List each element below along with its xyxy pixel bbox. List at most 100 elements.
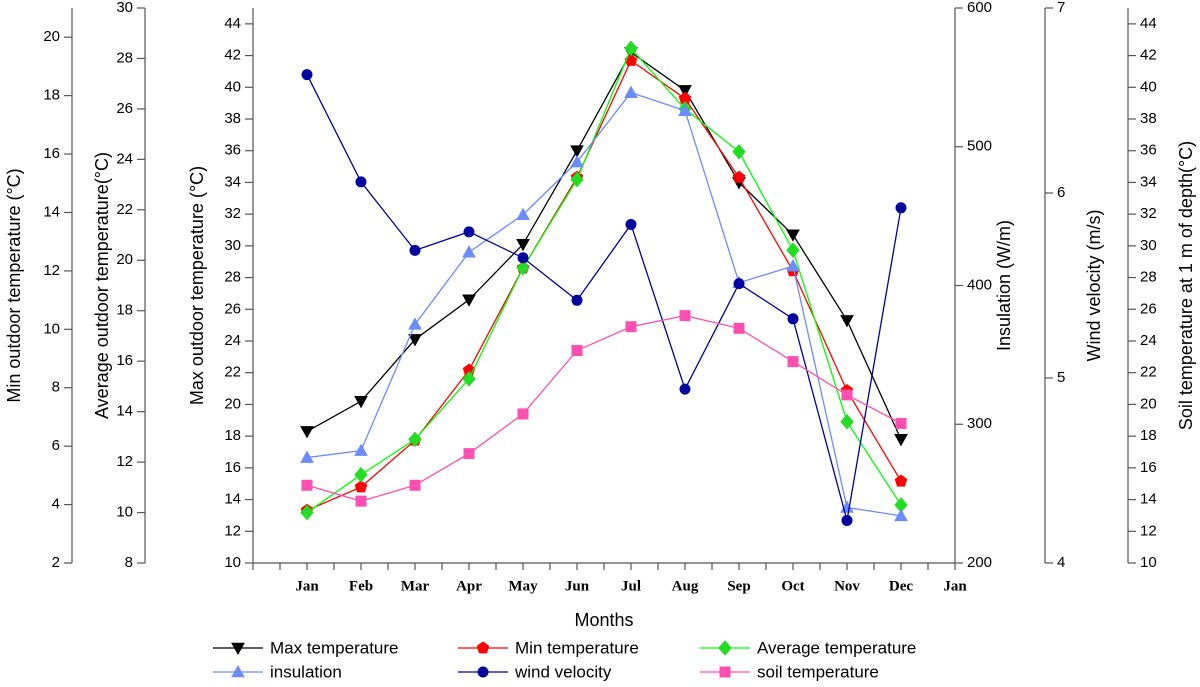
y-tick-label: 22 <box>116 201 133 218</box>
data-point <box>841 389 853 401</box>
data-point <box>624 40 638 57</box>
y-tick-label: 16 <box>43 145 60 162</box>
y-axis-label: Average outdoor temperature(°C) <box>92 152 112 419</box>
data-point <box>462 245 476 258</box>
x-tick-label: Dec <box>889 578 913 594</box>
y-tick-label: 20 <box>43 28 60 45</box>
y-tick-label: 5 <box>1057 369 1065 386</box>
data-point <box>679 383 691 395</box>
y-tick-label: 12 <box>116 453 133 470</box>
legend-marker <box>718 640 732 656</box>
y-tick-label: 16 <box>116 352 133 369</box>
y-axis-label: Min outdoor temperature (°C) <box>4 168 24 402</box>
y-tick-label: 6 <box>52 437 60 454</box>
data-point <box>570 171 584 188</box>
data-point <box>894 508 908 522</box>
data-point <box>570 145 584 158</box>
data-point <box>354 395 368 409</box>
data-point <box>301 69 313 81</box>
data-point <box>894 434 908 447</box>
x-tick-label: Nov <box>834 578 860 594</box>
data-point <box>679 310 691 322</box>
legend-marker <box>231 664 245 678</box>
series-line <box>306 74 902 521</box>
y-tick-label: 18 <box>43 87 60 104</box>
data-point <box>786 242 800 258</box>
y-tick-label: 30 <box>116 0 133 16</box>
y-tick-label: 42 <box>224 47 241 64</box>
data-point <box>516 207 530 221</box>
y-axis-label: Insulation (W/m) <box>994 220 1014 351</box>
data-point <box>786 259 800 272</box>
data-point <box>840 413 854 430</box>
y-tick-label: 36 <box>1140 142 1157 159</box>
data-point <box>624 85 638 98</box>
y-tick-label: 20 <box>1140 395 1157 412</box>
data-point <box>894 474 908 487</box>
y-tick-label: 32 <box>224 205 241 222</box>
y-tick-label: 12 <box>43 262 60 279</box>
x-tick-label: Apr <box>456 578 482 594</box>
y-tick-label: 22 <box>224 364 241 381</box>
y-tick-label: 500 <box>967 138 992 155</box>
y-tick-label: 14 <box>43 203 60 220</box>
data-point <box>625 218 637 230</box>
data-point <box>787 313 799 325</box>
legend-marker <box>477 666 489 678</box>
y-tick-label: 38 <box>1140 110 1157 127</box>
x-tick-label: Jun <box>565 578 590 594</box>
x-tick-label: Aug <box>672 578 699 594</box>
y-tick-label: 400 <box>967 276 992 293</box>
data-point <box>678 85 692 98</box>
series-line <box>306 47 902 514</box>
y-tick-label: 24 <box>116 150 133 167</box>
y-tick-label: 10 <box>116 504 133 521</box>
y-tick-label: 28 <box>1140 269 1157 286</box>
x-tick-label: Jan <box>943 578 967 594</box>
x-tick-label: Mar <box>401 578 430 594</box>
data-point <box>571 294 583 306</box>
y-tick-label: 22 <box>1140 364 1157 381</box>
y-tick-label: 300 <box>967 415 992 432</box>
data-point <box>462 371 476 387</box>
y-tick-label: 30 <box>1140 237 1157 254</box>
data-point <box>624 53 638 66</box>
y-tick-label: 10 <box>224 554 241 571</box>
legend-label: wind velocity <box>514 662 612 681</box>
y-tick-label: 38 <box>224 110 241 127</box>
data-point <box>678 103 692 116</box>
y-tick-label: 44 <box>1140 15 1157 32</box>
y-tick-label: 200 <box>967 554 992 571</box>
y-tick-label: 40 <box>1140 78 1157 95</box>
y-tick-label: 8 <box>52 379 60 396</box>
series-line <box>306 59 902 512</box>
series-line <box>306 91 902 517</box>
data-point <box>354 443 368 456</box>
data-point <box>300 450 314 463</box>
data-point <box>841 514 853 526</box>
legend-marker <box>476 641 490 654</box>
y-tick-label: 7 <box>1057 0 1065 16</box>
data-point <box>408 431 422 448</box>
data-point <box>462 294 476 307</box>
y-tick-label: 20 <box>116 251 133 268</box>
y-axis-label: Max outdoor temperature (°C) <box>187 166 207 405</box>
data-point <box>300 426 314 439</box>
y-tick-label: 16 <box>224 459 241 476</box>
data-point <box>786 229 800 242</box>
data-point <box>355 176 367 188</box>
y-tick-label: 26 <box>1140 300 1157 317</box>
data-point <box>409 479 421 491</box>
data-point <box>895 202 907 214</box>
y-tick-label: 24 <box>1140 332 1157 349</box>
legend-label: Min temperature <box>515 638 639 657</box>
x-axis-label: Months <box>574 610 633 630</box>
data-point <box>408 334 422 347</box>
y-tick-label: 4 <box>52 496 60 513</box>
y-axis-label: Soil temperature at 1 m of depth(°C) <box>1176 141 1196 430</box>
y-tick-label: 12 <box>1140 522 1157 539</box>
data-point <box>463 226 475 238</box>
data-point <box>732 144 746 160</box>
data-point <box>571 345 583 357</box>
data-point <box>840 315 854 328</box>
